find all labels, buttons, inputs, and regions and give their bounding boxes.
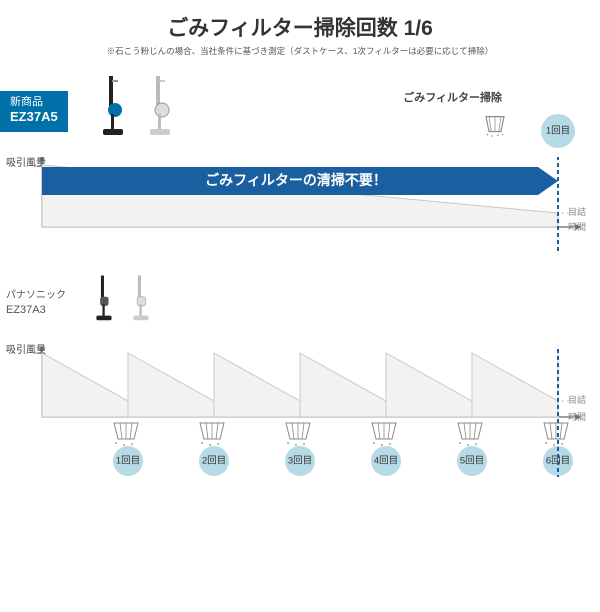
filter-basket-icon: [286, 423, 310, 446]
count-text-1: 1回目: [546, 126, 570, 137]
filter-basket-icon: [458, 423, 482, 446]
filter-clean-text: ごみフィルター掃除: [403, 92, 502, 104]
clog-label-top: 目詰: [568, 206, 586, 217]
count-circle-top: 1回目: [538, 111, 578, 151]
badge-new-model: EZ37A5: [10, 109, 58, 126]
bottom-chart-svg: 1回目 2回目 3回目 4回目: [38, 347, 594, 487]
vacuum-images-top: [95, 74, 186, 143]
filter-clean-label: ごみフィルター掃除: [403, 89, 502, 105]
badge-old-model: EZ37A3: [6, 303, 66, 318]
filter-basket-icon: [480, 109, 510, 139]
filter-basket-icon: [544, 423, 568, 446]
segment-area: [472, 353, 558, 417]
filter-basket-icon: [200, 423, 224, 446]
time-label-bottom: 時間: [568, 412, 586, 422]
time-label-top: 時間: [568, 222, 586, 232]
page-subtitle: ※石こう粉じんの場合、当社条件に基づき測定（ダストケース、1次フィルターは必要に…: [0, 45, 600, 57]
badge-old-product: パナソニック EZ37A3: [6, 289, 66, 318]
segment-area: [386, 353, 472, 417]
bottom-segments-group: 1回目 2回目 3回目 4回目: [42, 353, 573, 476]
badge-new-label: 新商品: [10, 95, 58, 109]
count-text: 3回目: [288, 456, 312, 467]
filter-basket-icon: [114, 423, 138, 446]
top-chart-section: 新商品 EZ37A5 ごみフィルター掃除 吸引風量: [0, 69, 600, 259]
count-text: 5回目: [460, 456, 484, 467]
clog-label-bottom: 目詰: [568, 394, 586, 405]
segment-area: [214, 353, 300, 417]
vacuum-icon-black: [90, 274, 124, 324]
segment-area: [300, 353, 386, 417]
segment-area: [42, 353, 128, 417]
top-chart-svg: ごみフィルターの清掃不要！ 目詰 時間: [38, 157, 594, 257]
badge-old-label: パナソニック: [6, 289, 66, 303]
filter-basket-icon: [372, 423, 396, 446]
vacuum-images-bottom: [90, 274, 161, 327]
vacuum-icon-white: [127, 274, 161, 324]
bottom-chart-section: パナソニック EZ37A3 吸引風量: [0, 269, 600, 489]
count-text: 2回目: [202, 456, 226, 467]
segment-area: [128, 353, 214, 417]
page-title: ごみフィルター掃除回数 1/6: [0, 12, 600, 42]
banner-text: ごみフィルターの清掃不要！: [205, 172, 387, 188]
banner-arrow: ごみフィルターの清掃不要！: [42, 167, 558, 195]
vacuum-icon-black: [95, 74, 139, 140]
vacuum-icon-white: [142, 74, 186, 140]
count-text: 4回目: [374, 456, 398, 467]
badge-new-product: 新商品 EZ37A5: [0, 91, 68, 132]
count-text: 1回目: [116, 456, 140, 467]
